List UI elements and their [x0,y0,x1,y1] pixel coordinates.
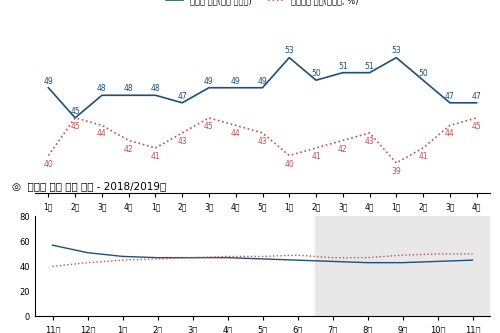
Text: 45: 45 [70,122,80,131]
Text: 45: 45 [472,122,482,131]
Text: 50: 50 [418,69,428,78]
Text: 49: 49 [231,77,240,86]
Text: 44: 44 [97,130,107,139]
Text: 40: 40 [44,160,54,168]
Text: 8월: 8월 [156,224,166,233]
Legend: 잘하고 있다(직무 긍정률), 잘못하고 있다(부정률, %): 잘하고 있다(직무 긍정률), 잘못하고 있다(부정률, %) [163,0,362,9]
Text: 44: 44 [231,130,240,139]
Text: 45: 45 [70,107,80,116]
Text: 51: 51 [364,62,374,71]
Text: 39: 39 [392,167,401,176]
Bar [315,216,490,316]
Text: 41: 41 [418,152,428,161]
Text: 9월: 9월 [290,224,300,233]
Text: 49: 49 [44,77,54,86]
Text: 43: 43 [364,137,374,146]
Text: 50: 50 [311,69,321,78]
Text: 51: 51 [338,62,347,71]
Text: 49: 49 [204,77,214,86]
Text: 45: 45 [204,122,214,131]
Text: 48: 48 [97,84,106,93]
Text: 48: 48 [150,84,160,93]
Text: 42: 42 [338,145,347,154]
Text: 47: 47 [472,92,482,101]
Text: 41: 41 [311,152,321,161]
Text: 43: 43 [178,137,187,146]
Text: 48: 48 [124,84,134,93]
Text: 47: 47 [178,92,187,101]
Text: 10월: 10월 [396,224,412,233]
Text: 42: 42 [124,145,134,154]
Text: ◎  대통령 직무 수행 평가 - 2018/2019년: ◎ 대통령 직무 수행 평가 - 2018/2019년 [12,181,166,191]
Text: 11월: 11월 [0,332,1,333]
Text: 43: 43 [258,137,268,146]
Text: 49: 49 [258,77,268,86]
Text: 7월: 7월 [48,224,59,233]
Text: 53: 53 [284,47,294,56]
Text: 44: 44 [445,130,454,139]
Text: 41: 41 [150,152,160,161]
Text: 40: 40 [284,160,294,168]
Text: 53: 53 [392,47,401,56]
Text: 47: 47 [445,92,454,101]
